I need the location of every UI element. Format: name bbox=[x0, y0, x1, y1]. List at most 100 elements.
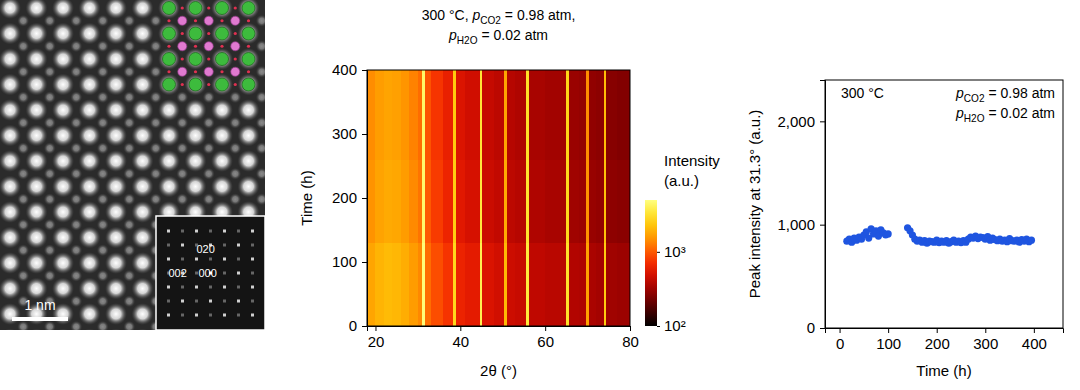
atom-column-faint bbox=[97, 66, 109, 78]
atom-column bbox=[26, 48, 48, 70]
atom-column-faint bbox=[150, 142, 162, 154]
atom-column-faint bbox=[123, 40, 135, 52]
heatmap-cell bbox=[494, 70, 504, 160]
atom-column bbox=[26, 176, 48, 198]
x-axis-tick: 400 bbox=[1022, 328, 1047, 352]
heatmap-cell bbox=[418, 70, 423, 160]
heatmap-cell bbox=[367, 160, 376, 244]
atom-column bbox=[79, 278, 101, 300]
atom-column bbox=[52, 176, 74, 198]
atom-column-faint bbox=[70, 270, 82, 282]
y-axis-tick-label: 0 bbox=[807, 319, 815, 336]
atom-column bbox=[26, 150, 48, 172]
atom-column bbox=[132, 303, 154, 325]
x-axis-tick: 200 bbox=[925, 328, 950, 352]
atom-column-faint bbox=[70, 91, 82, 103]
title-part: p bbox=[471, 7, 480, 23]
atom-column bbox=[0, 23, 21, 45]
fft-spot bbox=[251, 272, 254, 275]
colorbar-title: (a.u.) bbox=[664, 172, 699, 189]
atom-column bbox=[0, 150, 21, 172]
atom-column bbox=[158, 150, 180, 172]
atom-column bbox=[105, 48, 127, 70]
fft-label: 000 bbox=[199, 267, 217, 279]
atom-column bbox=[0, 227, 21, 249]
heatmap-cell bbox=[617, 70, 630, 160]
fft-label: 020 bbox=[197, 243, 215, 255]
atom-column-faint bbox=[70, 66, 82, 78]
atom-column-faint bbox=[123, 117, 135, 129]
atom-column bbox=[132, 150, 154, 172]
annotation-part: 300 °C bbox=[841, 85, 884, 101]
atom-column bbox=[158, 125, 180, 147]
fft-spot bbox=[237, 258, 240, 261]
title-part: = 0.02 atm bbox=[478, 27, 548, 43]
atom-column bbox=[79, 252, 101, 274]
heatmap-cell bbox=[604, 70, 607, 160]
x-axis-tick-label: 60 bbox=[537, 333, 554, 350]
atom-column bbox=[0, 0, 21, 19]
atom-column-faint bbox=[176, 193, 188, 205]
atom-column-faint bbox=[256, 66, 265, 78]
overlay-atom-o bbox=[234, 32, 237, 35]
atom-column-faint bbox=[123, 91, 135, 103]
annotation-part: = 0.02 atm bbox=[985, 105, 1055, 121]
y-axis-tick-label: 100 bbox=[332, 253, 357, 270]
heatmap-cell bbox=[526, 243, 529, 326]
atom-column bbox=[132, 201, 154, 223]
atom-column bbox=[52, 23, 74, 45]
atom-column-faint bbox=[97, 193, 109, 205]
colorbar-axis-tick: 10² bbox=[657, 317, 686, 334]
colorbar bbox=[645, 200, 657, 326]
x-axis-tick: 40 bbox=[452, 326, 469, 350]
atom-column bbox=[132, 176, 154, 198]
atom-column bbox=[105, 227, 127, 249]
annotation: pCO2 = 0.98 atm bbox=[955, 85, 1055, 104]
atom-column bbox=[211, 99, 233, 121]
overlay-atom-o bbox=[234, 57, 237, 60]
overlay-atom-o bbox=[220, 45, 223, 48]
atom-column bbox=[185, 150, 207, 172]
heatmap-cell bbox=[589, 243, 597, 326]
colorbar-axis-tick-mark bbox=[657, 326, 660, 327]
heatmap-cell bbox=[482, 70, 494, 160]
atom-column-faint bbox=[97, 219, 109, 231]
fft-spot bbox=[223, 300, 226, 303]
atom-column-faint bbox=[44, 15, 56, 27]
overlay-atom-o bbox=[194, 45, 197, 48]
atom-column-faint bbox=[150, 15, 162, 27]
heatmap-cell bbox=[604, 243, 607, 326]
fft-spot bbox=[209, 258, 212, 261]
heatmap-cell bbox=[494, 243, 504, 326]
atom-column bbox=[158, 99, 180, 121]
atom-column bbox=[264, 99, 265, 121]
y-axis-tick: 1,000 bbox=[777, 216, 825, 233]
heatmap-cell bbox=[431, 243, 444, 326]
fft-spot bbox=[223, 286, 226, 289]
fft-spot bbox=[195, 286, 198, 289]
atom-column-faint bbox=[256, 117, 265, 129]
atom-column-faint bbox=[256, 193, 265, 205]
atom-column bbox=[132, 0, 154, 19]
y-axis: 0100200300400 bbox=[332, 61, 368, 334]
heatmap-cell bbox=[431, 70, 444, 160]
colorbar-axis-tick: 10³ bbox=[657, 243, 686, 260]
atom-column bbox=[52, 227, 74, 249]
fft-spot bbox=[167, 314, 170, 317]
atom-column-faint bbox=[203, 142, 215, 154]
atom-column bbox=[211, 176, 233, 198]
atom-column-faint bbox=[44, 142, 56, 154]
atom-column bbox=[52, 48, 74, 70]
figure: 0200020001 nm2040608001002003004002θ (°)… bbox=[0, 0, 1080, 390]
atom-column bbox=[105, 176, 127, 198]
atom-column bbox=[158, 176, 180, 198]
heatmap-cell bbox=[617, 160, 630, 244]
atom-column-faint bbox=[176, 91, 188, 103]
overlay-atom-o bbox=[247, 70, 250, 73]
fft-spot bbox=[181, 314, 184, 317]
atom-column-faint bbox=[70, 193, 82, 205]
atom-column-faint bbox=[17, 142, 29, 154]
atom-column-faint bbox=[123, 219, 135, 231]
heatmap-cell bbox=[569, 243, 580, 326]
heatmap-cell bbox=[367, 70, 376, 160]
